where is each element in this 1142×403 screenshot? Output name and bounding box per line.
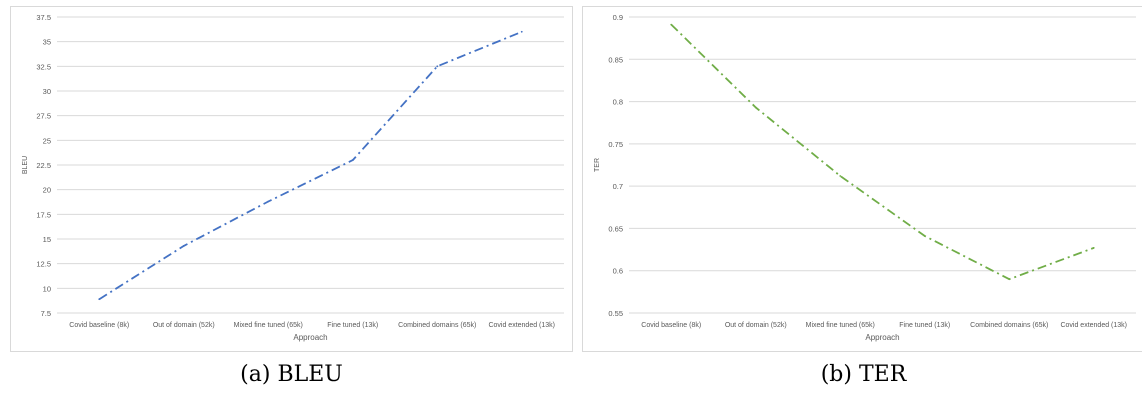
y-tick-label: 37.5 bbox=[36, 13, 51, 22]
y-tick-label: 0.75 bbox=[608, 140, 623, 149]
caption-ter: (b) TER bbox=[820, 362, 907, 387]
bleu-chart: 7.5 10 12.5 15 17.5 20 22.5 25 27.5 30 32.5 35 37.5 C… bbox=[22, 13, 564, 342]
bleu-series-line bbox=[98, 30, 523, 300]
bleu-data-point bbox=[267, 200, 270, 203]
bleu-data-point bbox=[182, 245, 185, 247]
ter-chart: 0.55 0.6 0.65 0.7 0.75 0.8 0.85 0.9 Covid baseli… bbox=[594, 13, 1136, 342]
y-tick-label: 15 bbox=[43, 235, 51, 244]
ter-series-line bbox=[670, 23, 1095, 281]
y-tick-label: 32.5 bbox=[36, 62, 51, 71]
x-tick-label: Covid baseline (8k) bbox=[641, 322, 701, 329]
y-tick-label: 0.55 bbox=[608, 309, 623, 318]
ter-data-point bbox=[754, 106, 757, 109]
y-tick-label: 0.6 bbox=[613, 267, 623, 276]
x-tick-label: Out of domain (52k) bbox=[153, 322, 215, 329]
caption-bleu: (a) BLEU bbox=[240, 362, 343, 387]
y-axis-title: TER bbox=[594, 158, 601, 172]
x-tick-label: Mixed fine tuned (65k) bbox=[806, 322, 875, 329]
y-tick-label: 7.5 bbox=[41, 309, 51, 318]
ter-data-point bbox=[670, 23, 673, 26]
bleu-chart-panel: 7.5 10 12.5 15 17.5 20 22.5 25 27.5 30 32.5 35 37.5 C… bbox=[10, 6, 573, 352]
x-tick-label: Combined domains (65k) bbox=[970, 322, 1048, 329]
x-tick-label: Mixed fine tuned (65k) bbox=[234, 322, 303, 329]
x-axis-title: Approach bbox=[293, 333, 327, 342]
bleu-data-point bbox=[520, 30, 523, 33]
x-tick-label: Fine tuned (13k) bbox=[899, 322, 950, 329]
y-tick-label: 22.5 bbox=[36, 161, 51, 170]
y-tick-label: 12.5 bbox=[36, 260, 51, 269]
y-tick-label: 25 bbox=[43, 136, 51, 145]
y-tick-label: 35 bbox=[43, 38, 51, 47]
ter-data-point bbox=[839, 175, 842, 177]
x-tick-label: Fine tuned (13k) bbox=[327, 322, 378, 329]
y-tick-label: 0.7 bbox=[613, 182, 623, 191]
bleu-data-point bbox=[351, 159, 354, 161]
x-tick-label: Out of domain (52k) bbox=[725, 322, 787, 329]
ter-data-point bbox=[923, 235, 926, 237]
x-tick-label: Covid baseline (8k) bbox=[69, 322, 129, 329]
y-tick-label: 27.5 bbox=[36, 112, 51, 121]
y-tick-label: 0.9 bbox=[613, 13, 623, 22]
y-tick-label: 10 bbox=[43, 284, 51, 293]
x-tick-label: Covid extended (13k) bbox=[488, 322, 555, 329]
y-tick-label: 0.8 bbox=[613, 98, 623, 107]
bleu-data-point bbox=[436, 65, 439, 68]
x-axis-title: Approach bbox=[865, 333, 899, 342]
x-tick-label: Covid extended (13k) bbox=[1060, 322, 1127, 329]
y-tick-label: 20 bbox=[43, 186, 51, 195]
bleu-data-point bbox=[98, 298, 101, 301]
y-tick-label: 0.85 bbox=[608, 55, 623, 64]
ter-data-point bbox=[1092, 246, 1095, 249]
ter-chart-panel: 0.55 0.6 0.65 0.7 0.75 0.8 0.85 0.9 Covid baseli… bbox=[582, 6, 1142, 352]
y-tick-label: 30 bbox=[43, 87, 51, 96]
ter-data-point bbox=[1008, 278, 1011, 281]
y-axis-title: BLEU bbox=[22, 156, 29, 174]
y-tick-label: 17.5 bbox=[36, 210, 51, 219]
x-tick-label: Combined domains (65k) bbox=[398, 322, 476, 329]
y-tick-label: 0.65 bbox=[608, 224, 623, 233]
